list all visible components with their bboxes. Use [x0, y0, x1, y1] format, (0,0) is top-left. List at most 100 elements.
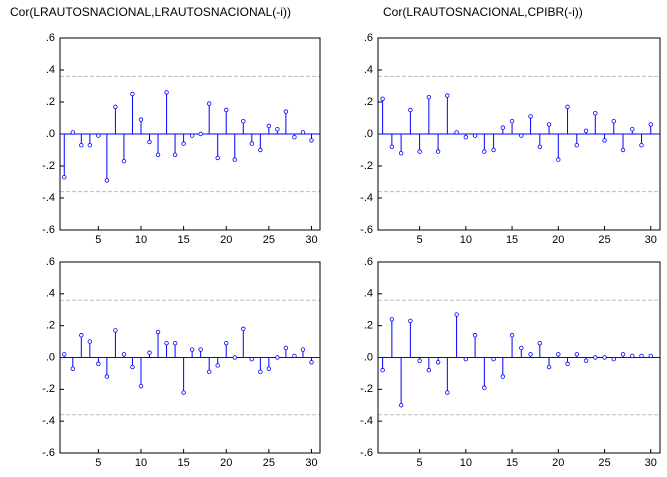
stem-tip [249, 141, 255, 146]
stem-tip [79, 142, 84, 148]
stem-tip [556, 352, 561, 357]
stem-tip [189, 133, 195, 138]
stem-tip [198, 131, 203, 137]
x-tick-label: 25 [263, 234, 275, 246]
stem-tip [104, 178, 110, 183]
stem-tip [648, 122, 653, 127]
stem-tip [602, 355, 607, 360]
stem-tip [164, 340, 169, 346]
stem-tip [398, 403, 404, 408]
stem-tip [258, 147, 263, 153]
x-tick-label: 15 [177, 457, 189, 469]
stem-tip [537, 144, 543, 149]
stem-tip [121, 158, 127, 164]
y-tick-label: -.4 [42, 192, 55, 204]
stem-tip [648, 353, 653, 359]
stem-tip [565, 104, 570, 109]
stem-tip [556, 157, 561, 162]
y-tick-label: .4 [364, 64, 373, 76]
stem-tip [241, 118, 246, 124]
stem-tip [181, 141, 186, 146]
stem-tip [435, 360, 441, 365]
stem-tip [472, 133, 478, 138]
x-tick-label: 10 [460, 457, 472, 469]
stem-tip [155, 152, 161, 157]
x-tick-label: 5 [417, 457, 423, 469]
stem-tip [445, 93, 450, 98]
stem-tip [113, 104, 118, 109]
stem-tip [87, 339, 93, 344]
stem-tip [232, 355, 237, 360]
y-tick-label: -.6 [42, 224, 55, 236]
stem-tip [224, 107, 229, 113]
stem-tip [70, 366, 75, 371]
stem-tip [215, 155, 220, 161]
stem-tip [445, 390, 450, 395]
stem-tip [565, 361, 570, 367]
x-tick-label: 10 [135, 457, 147, 469]
y-tick-label: -.6 [360, 224, 373, 236]
y-tick-label: .0 [364, 351, 373, 363]
y-tick-label: .0 [46, 351, 55, 363]
stem-tip [147, 139, 152, 145]
stem-tip [130, 364, 135, 370]
stem-tip [630, 126, 635, 132]
stem-tip [309, 360, 314, 365]
stem-tip [408, 318, 413, 324]
stem-tip [96, 361, 101, 367]
stem-tip [519, 345, 524, 351]
stem-tip [206, 369, 212, 375]
y-tick-label: .0 [364, 128, 373, 140]
stem-tip [164, 90, 169, 95]
stem-tip [509, 333, 515, 338]
stem-tip [463, 134, 469, 140]
y-tick-label: .4 [46, 64, 55, 76]
y-tick-label: .2 [46, 320, 55, 332]
stem-tip [87, 142, 93, 148]
stem-tip [500, 125, 506, 130]
y-tick-label: -.2 [42, 383, 55, 395]
stem-tip [620, 352, 626, 357]
stem-tip [224, 340, 229, 346]
x-tick-label: 10 [135, 234, 147, 246]
stem-tip [189, 347, 195, 352]
stem-tip [309, 138, 314, 143]
stem-tip [249, 356, 255, 362]
stem-tip [472, 333, 478, 338]
panel-title: Cor(LRAUTOSNACIONAL,LRAUTOSNACIONAL(-i)) [10, 5, 291, 19]
panel: -.6 -.4 -.2 .0 .2 .4 .6 5 10 15 20 25 30 [360, 256, 661, 469]
x-tick-label: 20 [220, 234, 232, 246]
stem-tip [426, 94, 432, 100]
y-tick-label: -.2 [360, 160, 373, 172]
x-tick-label: 10 [460, 234, 472, 246]
y-tick-label: .6 [46, 32, 55, 44]
stem-tip [491, 356, 496, 362]
stem-tip [62, 352, 67, 357]
y-tick-label: -.6 [42, 447, 55, 459]
stem-tip [380, 96, 385, 101]
stem-tip [275, 126, 280, 132]
stem-tip [215, 363, 220, 368]
stem-tip [275, 355, 280, 360]
x-tick-label: 25 [263, 457, 275, 469]
stem-tip [130, 91, 135, 97]
stem-tip [482, 385, 487, 390]
stem-tip [602, 138, 607, 143]
stem-tip [300, 130, 306, 135]
plot-frame [377, 261, 661, 454]
y-tick-label: -.6 [360, 447, 373, 459]
stem-tip [96, 133, 101, 138]
stem-tip [417, 149, 422, 154]
y-tick-label: .2 [46, 96, 55, 108]
y-tick-label: .2 [364, 320, 373, 332]
y-tick-label: .0 [46, 128, 55, 140]
y-tick-label: .4 [364, 288, 373, 300]
stem-tip [491, 147, 496, 153]
y-tick-label: .6 [364, 32, 373, 44]
x-tick-label: 15 [177, 234, 189, 246]
stem-tip [70, 130, 75, 135]
stem-tip [104, 374, 110, 379]
stem-tip [300, 347, 306, 352]
x-tick-label: 15 [506, 457, 518, 469]
